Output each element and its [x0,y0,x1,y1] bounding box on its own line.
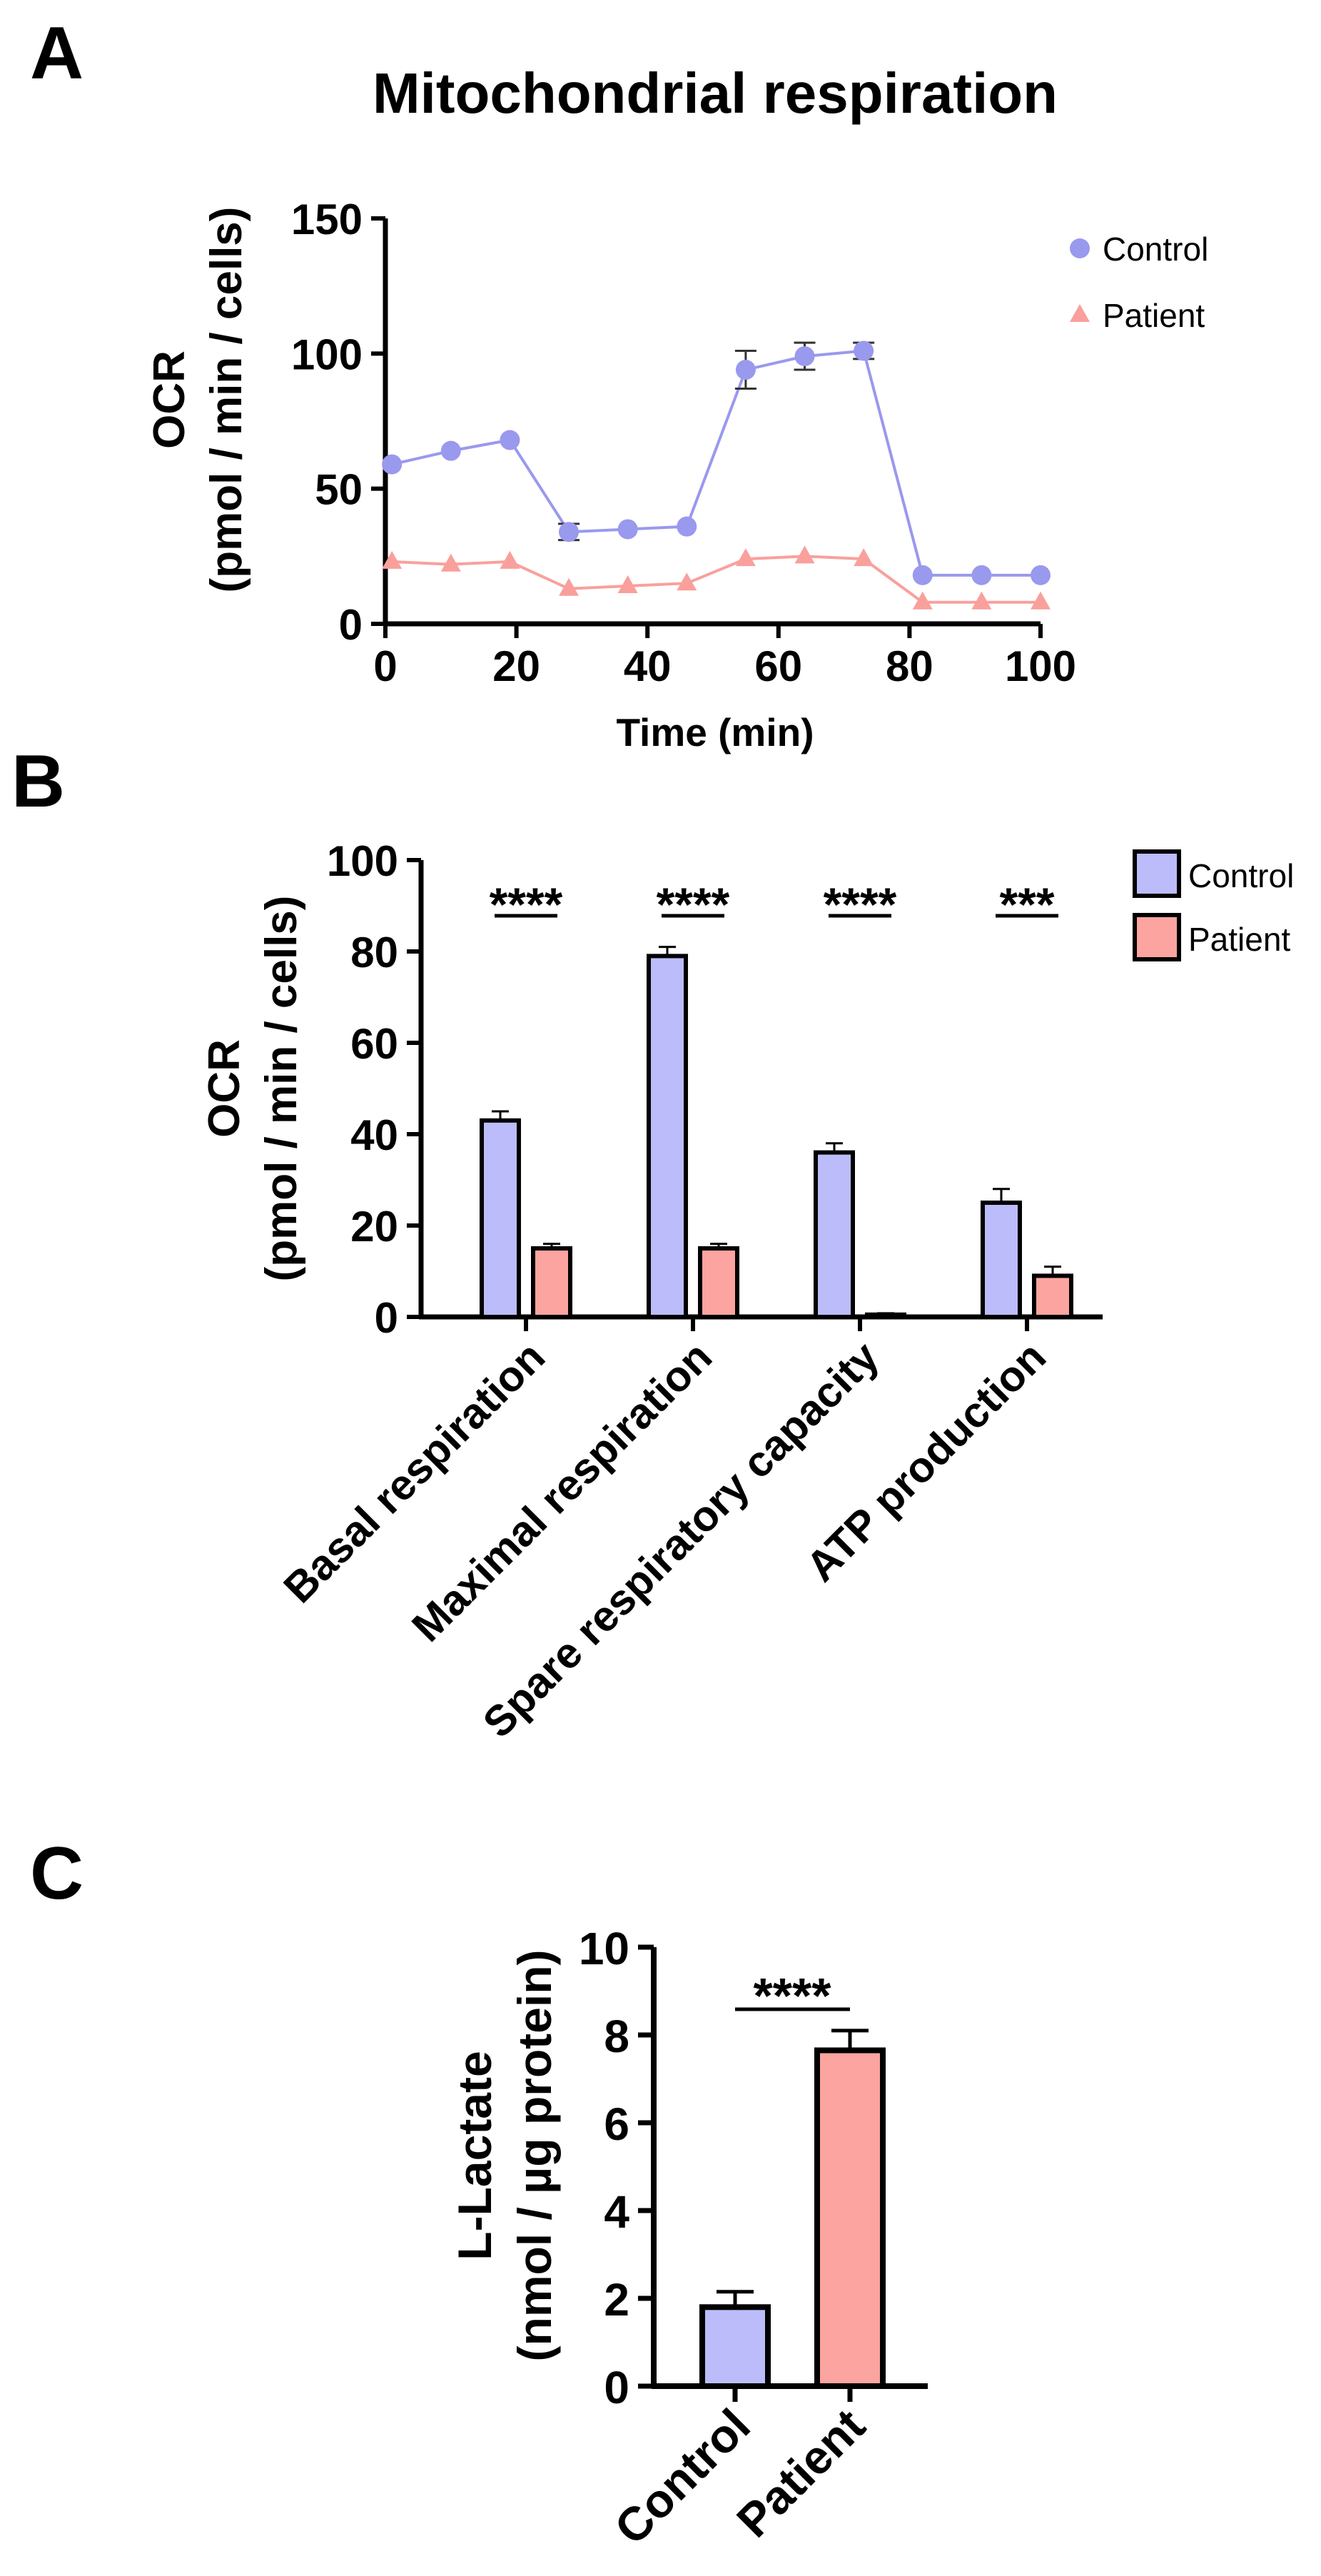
panel-a-y-tick-label: 50 [315,466,363,514]
panel-c-y-tick-label: 10 [579,1923,629,1974]
panel-b-ylabel-line1: OCR [200,1039,249,1138]
data-point-patient [971,591,992,610]
panel-a-xlabel: Time (min) [616,710,814,754]
data-point-patient [735,548,756,567]
panel-label-b: B [11,740,65,823]
panel-a-x-tick-label: 60 [754,642,802,690]
panel-a-x-tick-label: 80 [886,642,933,690]
data-point-patient [677,572,697,591]
panel-b-y-tick-label: 100 [327,837,398,885]
data-point-control [440,440,461,461]
bar-control [480,1118,521,1320]
data-point-patient [1031,591,1051,610]
panel-a-x-tick-label: 100 [1005,642,1076,690]
panel-a-plot: 0 50 100 150 0 20 40 60 80 100 [291,196,1076,690]
legend-b-patient-swatch [1133,913,1181,961]
data-point-control [1031,565,1051,585]
bar-patient [814,2047,886,2389]
bar-patient [865,1312,906,1320]
significance-stars: **** [754,1968,832,2024]
panel-c-y-tick-label: 0 [604,2362,629,2413]
panel-b-ylabel: OCR (pmol / min / cells) [200,896,306,1282]
bar-control [647,954,688,1320]
data-point-patient [382,550,403,569]
significance-stars: *** [999,878,1054,931]
panel-a-y-tick-label: 0 [339,601,363,649]
panel-b-legend: Control Patient [1133,849,1294,961]
panel-b-y-tick-label: 40 [350,1111,398,1159]
legend-b-control-swatch [1133,849,1181,898]
panel-b-y-tick-label: 60 [350,1020,398,1068]
panel-c-ylabel: L-Lactate (nmol / µg protein) [448,1950,561,2362]
data-point-patient [440,553,461,572]
data-point-control [382,454,403,475]
bar-patient [1032,1273,1073,1320]
data-point-control [677,516,697,537]
bar-patient [531,1246,572,1319]
data-point-patient [794,545,815,564]
category-label: Patient [727,2399,875,2547]
significance-stars: **** [824,878,897,931]
panel-a-x-tick-label: 20 [492,642,540,690]
category-label: Control [604,2399,760,2555]
bar-patient [698,1246,739,1319]
bar-control [814,1150,855,1319]
panel-c-y-tick-label: 8 [604,2011,629,2062]
bar-control [981,1201,1022,1319]
legend-b-patient-label: Patient [1188,921,1290,958]
panel-a-y-tick-label: 100 [291,330,363,378]
panel-a-title: Mitochondrial respiration [373,61,1058,125]
data-point-patient [559,577,579,596]
panel-a-y-tick-label: 150 [291,196,363,243]
panel-c-y-tick-label: 2 [604,2274,629,2325]
data-point-control [854,340,874,361]
panel-label-a: A [30,12,83,95]
series-line-control [391,349,1041,577]
legend-patient-marker [1070,304,1090,322]
bar-control [699,2304,771,2390]
panel-c-y-tick-label: 4 [604,2186,629,2238]
panel-c-ylabel-line2: (nmol / µg protein) [508,1950,561,2362]
legend-patient-label: Patient [1103,297,1205,334]
data-point-patient [854,548,874,567]
series-line-patient [392,555,1041,604]
significance-stars: **** [490,878,563,931]
panel-a-ylabel-line2: (pmol / min / cells) [202,207,251,593]
panel-b-y-tick-label: 0 [375,1294,398,1342]
data-point-patient [912,591,933,610]
panel-a-ylabel-line1: OCR [145,350,194,449]
data-point-control [912,565,933,585]
data-point-control [735,360,756,380]
panel-a-ylabel: OCR (pmol / min / cells) [145,207,251,593]
data-point-control [794,346,815,367]
legend-control-label: Control [1103,231,1208,268]
data-point-control [559,522,579,542]
panel-label-c: C [30,1832,83,1915]
panel-c-y-tick-label: 6 [604,2098,629,2150]
panel-b-ylabel-line2: (pmol / min / cells) [257,896,306,1282]
data-point-control [971,565,992,585]
data-point-control [617,519,638,540]
legend-control-marker [1070,238,1090,258]
data-point-control [500,430,520,450]
panel-a-x-tick-label: 0 [373,642,397,690]
data-point-patient [617,575,638,593]
category-label: Maximal respiration [403,1333,721,1651]
panel-b-y-tick-label: 80 [350,929,398,976]
panel-a-legend: Control Patient [1070,231,1208,334]
panel-c-ylabel-line1: L-Lactate [448,2051,501,2260]
legend-b-control-label: Control [1188,857,1294,894]
panel-b-y-tick-label: 20 [350,1203,398,1251]
data-point-patient [500,550,520,569]
panel-a-x-tick-label: 40 [624,642,672,690]
significance-stars: **** [657,878,730,931]
